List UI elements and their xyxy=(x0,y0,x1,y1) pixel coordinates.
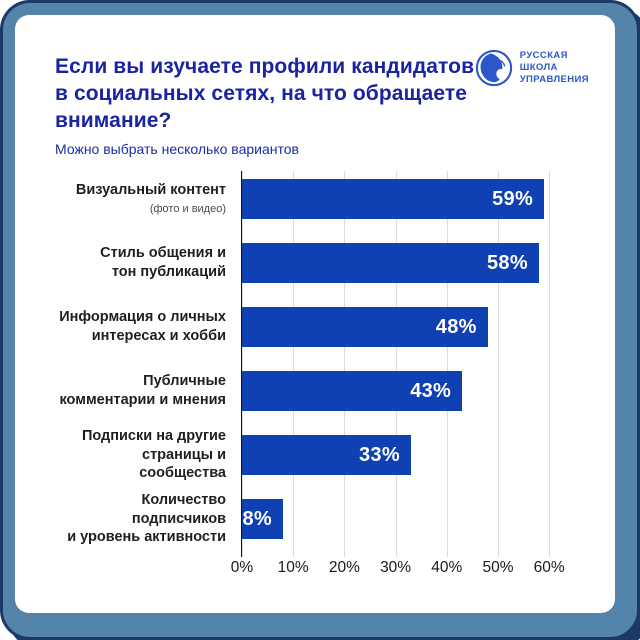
chart-row: Информация о личных интересах и хобби 48… xyxy=(55,307,585,347)
gridline xyxy=(549,171,551,557)
category-label: Публичные комментарии и мнения xyxy=(59,373,226,408)
category-note: (фото и видео) xyxy=(149,203,226,216)
title-line: внимание? xyxy=(55,109,172,132)
x-tick-label: 0% xyxy=(230,559,254,576)
logo-text-line: ШКОЛА xyxy=(519,62,558,73)
chart-row: Подписки на другие страницы и сообщества… xyxy=(55,428,585,481)
x-tick-label: 30% xyxy=(380,559,412,576)
chart-rows: Визуальный контент (фото и видео) 59% Ст… xyxy=(55,171,585,557)
bar: 43% xyxy=(242,371,463,411)
chart-row: Количество подписчиков и уровень активно… xyxy=(55,492,585,545)
bar-value-label: 43% xyxy=(410,379,452,402)
gridline xyxy=(242,171,243,557)
bar: 59% xyxy=(242,179,545,219)
bar-value-label: 8% xyxy=(242,507,272,530)
chart-row: Визуальный контент (фото и видео) 59% xyxy=(55,179,585,219)
x-tick-label: 50% xyxy=(482,559,514,576)
title-line: Если вы изучаете профили кандидатов xyxy=(55,55,475,78)
bar-value-label: 59% xyxy=(492,187,534,210)
category-label: Стиль общения и тон публикаций xyxy=(100,245,226,280)
gridline xyxy=(293,171,295,557)
page-subtitle: Можно выбрать несколько вариантов xyxy=(55,141,299,157)
bar: 8% xyxy=(242,499,283,539)
x-tick-label: 60% xyxy=(533,559,565,576)
row-plot: 48% xyxy=(242,307,585,347)
bar-value-label: 48% xyxy=(435,315,477,338)
x-tick-label: 20% xyxy=(328,559,360,576)
chart-card: Если вы изучаете профили кандидатов в со… xyxy=(15,15,615,613)
category-label: Визуальный контент (фото и видео) xyxy=(55,181,242,216)
gridline xyxy=(446,171,448,557)
bar-value-label: 58% xyxy=(486,251,528,274)
gridline xyxy=(497,171,499,557)
gridline xyxy=(395,171,397,557)
grid-layer xyxy=(241,171,585,557)
category-label: Подписки на другие страницы и сообщества xyxy=(81,427,226,482)
bar: 33% xyxy=(242,435,411,475)
company-logo: РУССКАЯ ШКОЛА УПРАВЛЕНИЯ xyxy=(475,49,589,87)
gridline xyxy=(344,171,346,557)
x-tick-label: 10% xyxy=(277,559,309,576)
chart-row: Публичные комментарии и мнения 43% xyxy=(55,371,585,411)
x-axis-ticks: 0% 10% 20% 30% 40% 50% 60% xyxy=(231,559,585,583)
category-label: Количество подписчиков и уровень активно… xyxy=(67,491,226,546)
logo-text-line: РУССКАЯ xyxy=(519,50,568,61)
row-plot: 43% xyxy=(242,371,585,411)
chart-row: Стиль общения и тон публикаций 58% xyxy=(55,243,585,283)
bar-chart: Визуальный контент (фото и видео) 59% Ст… xyxy=(55,171,585,583)
title-line: в социальных сетях, на что обращаете xyxy=(55,82,468,105)
logo-mark-icon xyxy=(475,49,513,87)
category-label: Информация о личных интересах и хобби xyxy=(59,309,226,344)
logo-text: РУССКАЯ ШКОЛА УПРАВЛЕНИЯ xyxy=(520,50,589,86)
logo-text-line: УПРАВЛЕНИЯ xyxy=(519,74,589,85)
row-plot: 8% xyxy=(242,499,585,539)
page-title: Если вы изучаете профили кандидатов в со… xyxy=(55,53,585,134)
bar: 58% xyxy=(242,243,539,283)
bar: 48% xyxy=(242,307,488,347)
x-tick-label: 40% xyxy=(431,559,463,576)
row-plot: 59% xyxy=(242,179,585,219)
row-plot: 58% xyxy=(242,243,585,283)
bar-value-label: 33% xyxy=(359,443,400,466)
row-plot: 33% xyxy=(242,435,585,475)
